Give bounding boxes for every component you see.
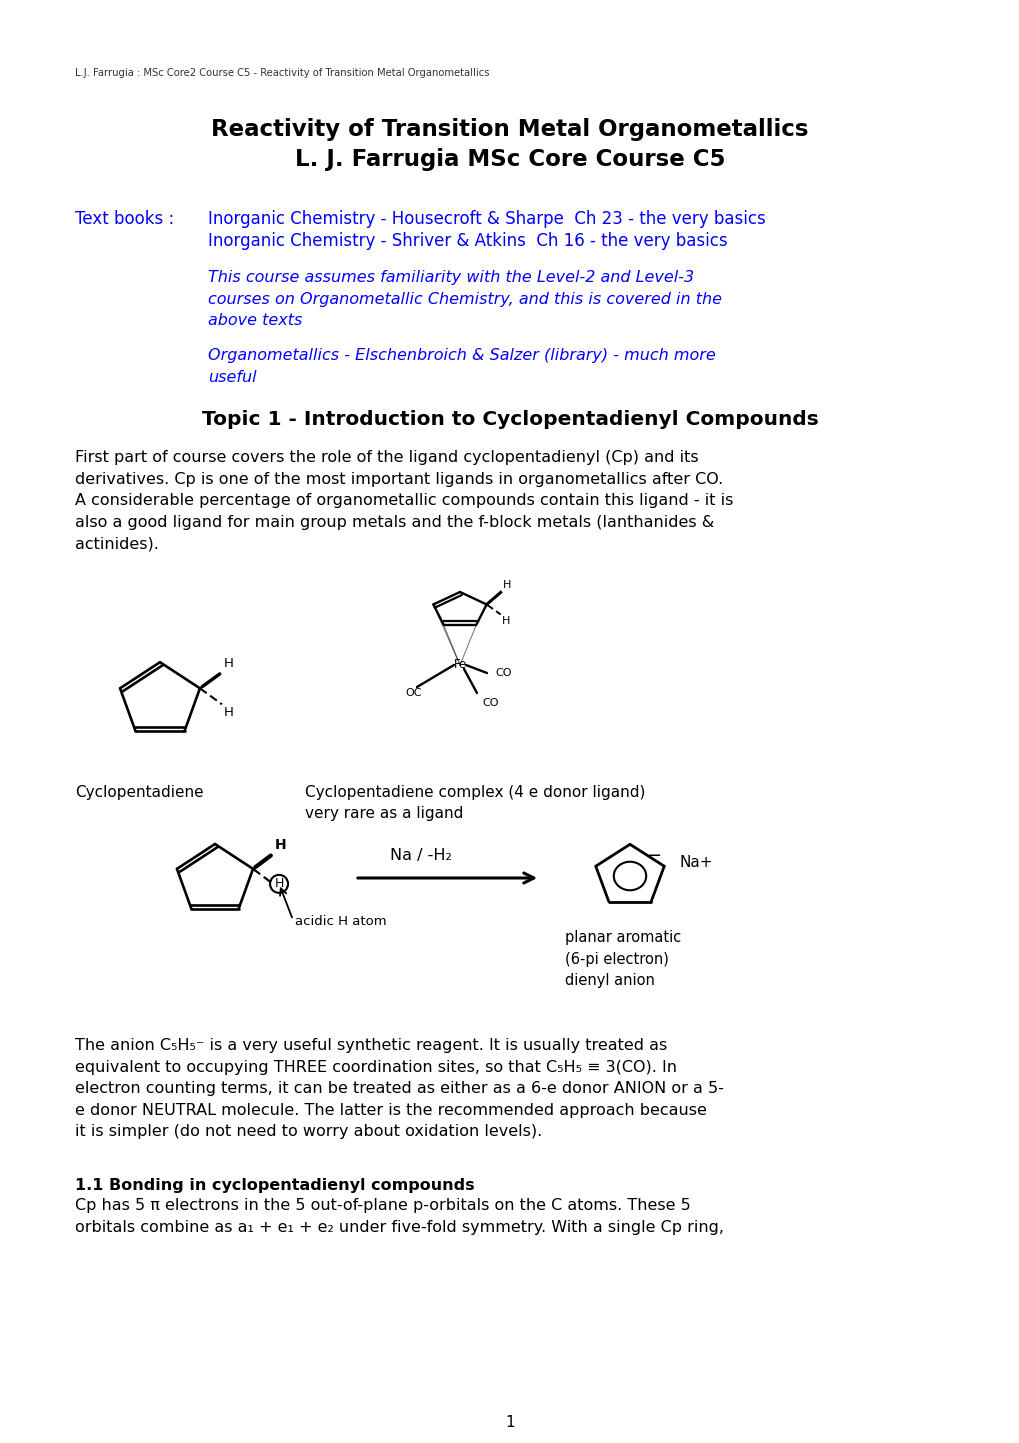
Text: Inorganic Chemistry - Shriver & Atkins  Ch 16 - the very basics: Inorganic Chemistry - Shriver & Atkins C… <box>208 232 727 250</box>
Text: planar aromatic
(6-pi electron)
dienyl anion: planar aromatic (6-pi electron) dienyl a… <box>565 929 681 988</box>
Text: Organometallics - Elschenbroich & Salzer (library) - much more
useful: Organometallics - Elschenbroich & Salzer… <box>208 348 715 385</box>
Text: OC: OC <box>405 688 421 698</box>
Text: Reactivity of Transition Metal Organometallics: Reactivity of Transition Metal Organomet… <box>211 118 808 141</box>
Text: Text books :: Text books : <box>75 211 174 228</box>
Text: H: H <box>224 706 233 719</box>
Text: Na / -H₂: Na / -H₂ <box>389 848 451 863</box>
Text: 1.1 Bonding in cyclopentadienyl compounds: 1.1 Bonding in cyclopentadienyl compound… <box>75 1177 474 1193</box>
Text: H: H <box>274 877 283 890</box>
Text: Fe: Fe <box>453 658 467 671</box>
Text: Na+: Na+ <box>680 856 713 870</box>
Text: H: H <box>501 616 510 626</box>
Text: 1: 1 <box>504 1416 515 1430</box>
Text: H: H <box>224 658 233 671</box>
Text: very rare as a ligand: very rare as a ligand <box>305 807 463 821</box>
Text: Inorganic Chemistry - Housecroft & Sharpe  Ch 23 - the very basics: Inorganic Chemistry - Housecroft & Sharp… <box>208 211 765 228</box>
Text: The anion C₅H₅⁻ is a very useful synthetic reagent. It is usually treated as
equ: The anion C₅H₅⁻ is a very useful synthet… <box>75 1038 723 1140</box>
Text: Cyclopentadiene complex (4 e donor ligand): Cyclopentadiene complex (4 e donor ligan… <box>305 785 645 799</box>
Text: L. J. Farrugia MSc Core Course C5: L. J. Farrugia MSc Core Course C5 <box>294 149 725 172</box>
Text: First part of course covers the role of the ligand cyclopentadienyl (Cp) and its: First part of course covers the role of … <box>75 450 733 551</box>
Text: Cyclopentadiene: Cyclopentadiene <box>75 785 204 799</box>
Text: This course assumes familiarity with the Level-2 and Level-3
courses on Organome: This course assumes familiarity with the… <box>208 270 721 328</box>
Text: Cp has 5 π electrons in the 5 out-of-plane p-orbitals on the C atoms. These 5
or: Cp has 5 π electrons in the 5 out-of-pla… <box>75 1198 723 1235</box>
Text: H: H <box>502 580 511 590</box>
Text: H: H <box>275 838 286 851</box>
Text: L.J. Farrugia : MSc Core2 Course C5 - Reactivity of Transition Metal Organometal: L.J. Farrugia : MSc Core2 Course C5 - Re… <box>75 68 489 78</box>
Text: CO: CO <box>494 668 511 678</box>
Text: Topic 1 - Introduction to Cyclopentadienyl Compounds: Topic 1 - Introduction to Cyclopentadien… <box>202 410 817 429</box>
Text: CO: CO <box>482 698 498 709</box>
Text: −: − <box>645 847 660 866</box>
Text: acidic H atom: acidic H atom <box>294 915 386 928</box>
